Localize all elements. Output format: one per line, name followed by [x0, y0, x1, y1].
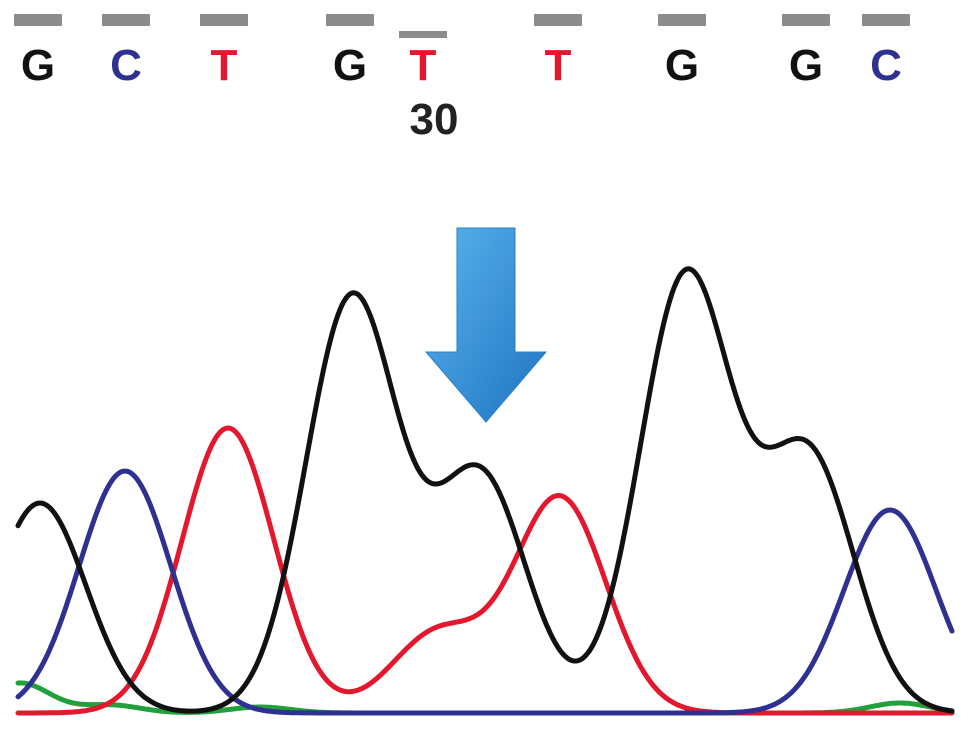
quality-bar	[200, 14, 248, 26]
quality-bar	[326, 14, 374, 26]
arrow-down-icon	[424, 227, 548, 423]
trace-a	[15, 680, 955, 716]
base-call-g: G	[333, 41, 367, 90]
base-call-t: T	[211, 41, 238, 90]
quality-bar	[534, 14, 582, 26]
quality-bar	[658, 14, 706, 26]
quality-bar	[399, 31, 447, 38]
base-call-g: G	[789, 41, 823, 90]
quality-bars	[14, 14, 910, 38]
trace-g	[15, 266, 955, 714]
base-call-t: T	[410, 41, 437, 90]
quality-bar	[14, 14, 62, 26]
traces	[15, 266, 955, 716]
quality-bar	[862, 14, 910, 26]
quality-bar	[102, 14, 150, 26]
base-call-g: G	[21, 41, 55, 90]
base-call-t: T	[545, 41, 572, 90]
trace-c	[15, 468, 955, 716]
quality-bar	[782, 14, 830, 26]
base-call-g: G	[665, 41, 699, 90]
base-call-c: C	[110, 41, 142, 90]
base-call-c: C	[870, 41, 902, 90]
position-label: 30	[410, 95, 459, 144]
